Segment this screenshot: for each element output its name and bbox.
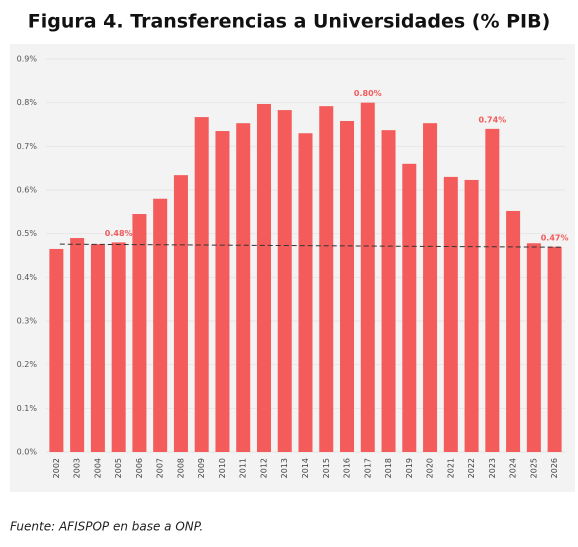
x-tick-label: 2021: [446, 458, 455, 478]
x-tick-label: 2014: [301, 458, 310, 478]
x-tick-label: 2011: [239, 458, 248, 478]
y-tick-label: 0.9%: [17, 55, 38, 64]
x-tick-label: 2023: [488, 458, 497, 478]
x-tick-label: 2016: [343, 458, 352, 478]
bar: [485, 128, 500, 452]
bar: [402, 163, 417, 453]
bar: [256, 103, 271, 452]
x-tick-label: 2002: [52, 458, 61, 478]
value-label: 0.48%: [105, 229, 133, 238]
bar: [277, 110, 292, 452]
y-tick-label: 0.5%: [17, 229, 38, 238]
bar: [298, 133, 313, 452]
y-tick-label: 0.7%: [17, 142, 38, 151]
x-tick-label: 2015: [322, 458, 331, 478]
y-tick-label: 0.4%: [17, 273, 38, 282]
y-tick-label: 0.1%: [17, 404, 38, 413]
x-tick-label: 2009: [197, 458, 206, 478]
x-tick-label: 2020: [426, 458, 435, 478]
bar: [506, 210, 521, 452]
bar: [526, 243, 541, 452]
x-tick-label: 2005: [114, 458, 123, 478]
x-tick-label: 2025: [529, 458, 538, 478]
bar: [360, 102, 375, 453]
bar: [153, 198, 168, 452]
y-tick-label: 0.6%: [17, 186, 38, 195]
x-tick-label: 2026: [550, 458, 559, 478]
x-tick-label: 2022: [467, 458, 476, 478]
bar: [547, 246, 562, 452]
x-tick-label: 2006: [135, 458, 144, 478]
x-tick-label: 2004: [93, 458, 102, 478]
trend-line: [59, 243, 562, 248]
bar: [340, 121, 355, 453]
x-tick-label: 2018: [384, 458, 393, 478]
bar: [215, 131, 230, 453]
y-tick-label: 0.8%: [17, 98, 38, 107]
y-tick-label: 0.3%: [17, 317, 38, 326]
source-note: Fuente: AFISPOP en base a ONP.: [10, 520, 203, 534]
x-tick-label: 2012: [259, 458, 268, 478]
x-tick-label: 2010: [218, 458, 227, 478]
bar: [194, 117, 209, 453]
x-tick-label: 2008: [176, 458, 185, 478]
value-label: 0.80%: [354, 89, 382, 98]
bar: [443, 176, 458, 452]
y-tick-label: 0.2%: [17, 360, 38, 369]
bar: [381, 130, 396, 452]
x-tick-label: 2007: [156, 458, 165, 478]
bar: [423, 123, 438, 452]
bar: [464, 179, 479, 452]
x-tick-label: 2013: [280, 458, 289, 478]
bar: [236, 123, 251, 452]
bar: [319, 106, 334, 452]
bar: [111, 242, 126, 452]
bar: [173, 175, 188, 453]
y-tick-label: 0.0%: [17, 448, 38, 457]
x-tick-label: 2024: [509, 458, 518, 478]
x-tick-label: 2017: [363, 458, 372, 478]
x-tick-label: 2003: [73, 458, 82, 478]
bar: [49, 248, 64, 452]
bar: [70, 238, 85, 452]
bar: [90, 244, 105, 452]
bar: [132, 214, 147, 452]
value-label: 0.74%: [478, 115, 506, 124]
value-label: 0.47%: [541, 233, 569, 242]
x-tick-label: 2019: [405, 458, 414, 478]
chart-title: Figura 4. Transferencias a Universidades…: [28, 11, 551, 33]
